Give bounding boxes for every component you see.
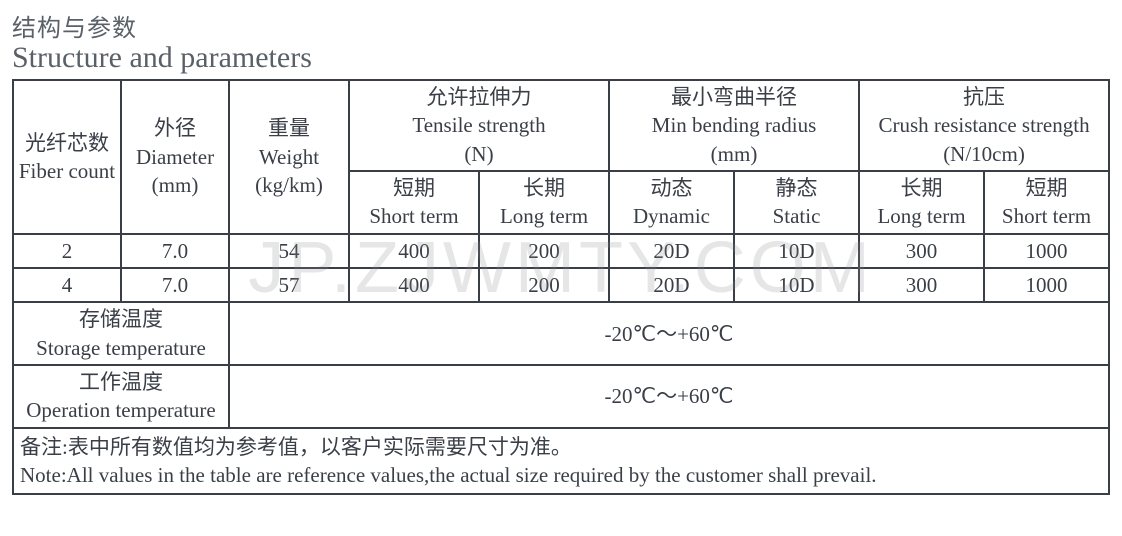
cell-fiber: 2: [13, 234, 121, 268]
header-diameter-en: Diameter (mm): [122, 143, 228, 200]
storage-temp-row: 存储温度 Storage temperature -20℃～+60℃: [13, 302, 1109, 365]
header-bending: 最小弯曲半径 Min bending radius (mm): [609, 80, 859, 171]
note-row: 备注:表中所有数值均为参考值，以客户实际需要尺寸为准。 Note:All val…: [13, 428, 1109, 495]
header-tensile-long: 长期 Long term: [479, 171, 609, 234]
header-bending-unit: (mm): [610, 140, 858, 168]
cell-weight: 57: [229, 268, 349, 302]
header-tensile-cn: 允许拉伸力: [350, 83, 608, 111]
table-row: 4 7.0 57 400 200 20D 10D 300 1000: [13, 268, 1109, 302]
header-tensile-unit: (N): [350, 140, 608, 168]
header-fiber-count: 光纤芯数 Fiber count: [13, 80, 121, 234]
header-crush-long: 长期 Long term: [859, 171, 984, 234]
header-weight-cn: 重量: [230, 114, 348, 142]
cell-t-long: 200: [479, 268, 609, 302]
parameters-table: 光纤芯数 Fiber count 外径 Diameter (mm) 重量 Wei…: [12, 79, 1110, 495]
cell-diameter: 7.0: [121, 268, 229, 302]
header-weight: 重量 Weight (kg/km): [229, 80, 349, 234]
header-tensile-short: 短期 Short term: [349, 171, 479, 234]
operation-temp-value: -20℃～+60℃: [229, 365, 1109, 428]
cell-c-long: 300: [859, 268, 984, 302]
cell-b-dyn: 20D: [609, 234, 734, 268]
cell-b-stat: 10D: [734, 234, 859, 268]
cell-weight: 54: [229, 234, 349, 268]
header-crush-cn: 抗压: [860, 83, 1108, 111]
header-weight-en: Weight (kg/km): [230, 143, 348, 200]
table-row: 2 7.0 54 400 200 20D 10D 300 1000: [13, 234, 1109, 268]
note-cn: 备注:表中所有数值均为参考值，以客户实际需要尺寸为准。: [20, 433, 1102, 461]
header-bending-en: Min bending radius: [610, 111, 858, 139]
cell-b-dyn: 20D: [609, 268, 734, 302]
storage-temp-value: -20℃～+60℃: [229, 302, 1109, 365]
header-tensile-en: Tensile strength: [350, 111, 608, 139]
operation-temp-row: 工作温度 Operation temperature -20℃～+60℃: [13, 365, 1109, 428]
cell-c-short: 1000: [984, 268, 1109, 302]
cell-c-short: 1000: [984, 234, 1109, 268]
header-bend-static: 静态 Static: [734, 171, 859, 234]
header-diameter-cn: 外径: [122, 114, 228, 142]
title-en: Structure and parameters: [12, 41, 1110, 75]
header-bend-dynamic: 动态 Dynamic: [609, 171, 734, 234]
header-tensile: 允许拉伸力 Tensile strength (N): [349, 80, 609, 171]
operation-temp-label: 工作温度 Operation temperature: [13, 365, 229, 428]
cell-b-stat: 10D: [734, 268, 859, 302]
header-fiber-count-cn: 光纤芯数: [14, 129, 120, 157]
cell-diameter: 7.0: [121, 234, 229, 268]
note-cell: 备注:表中所有数值均为参考值，以客户实际需要尺寸为准。 Note:All val…: [13, 428, 1109, 495]
header-crush: 抗压 Crush resistance strength (N/10cm): [859, 80, 1109, 171]
header-crush-unit: (N/10cm): [860, 140, 1108, 168]
header-fiber-count-en: Fiber count: [14, 157, 120, 185]
header-crush-short: 短期 Short term: [984, 171, 1109, 234]
cell-t-long: 200: [479, 234, 609, 268]
cell-c-long: 300: [859, 234, 984, 268]
note-en: Note:All values in the table are referen…: [20, 461, 1102, 489]
header-crush-en: Crush resistance strength: [860, 111, 1108, 139]
cell-t-short: 400: [349, 268, 479, 302]
storage-temp-label: 存储温度 Storage temperature: [13, 302, 229, 365]
cell-fiber: 4: [13, 268, 121, 302]
header-row-1: 光纤芯数 Fiber count 外径 Diameter (mm) 重量 Wei…: [13, 80, 1109, 171]
header-diameter: 外径 Diameter (mm): [121, 80, 229, 234]
header-bending-cn: 最小弯曲半径: [610, 83, 858, 111]
title-cn: 结构与参数: [12, 8, 1110, 43]
cell-t-short: 400: [349, 234, 479, 268]
